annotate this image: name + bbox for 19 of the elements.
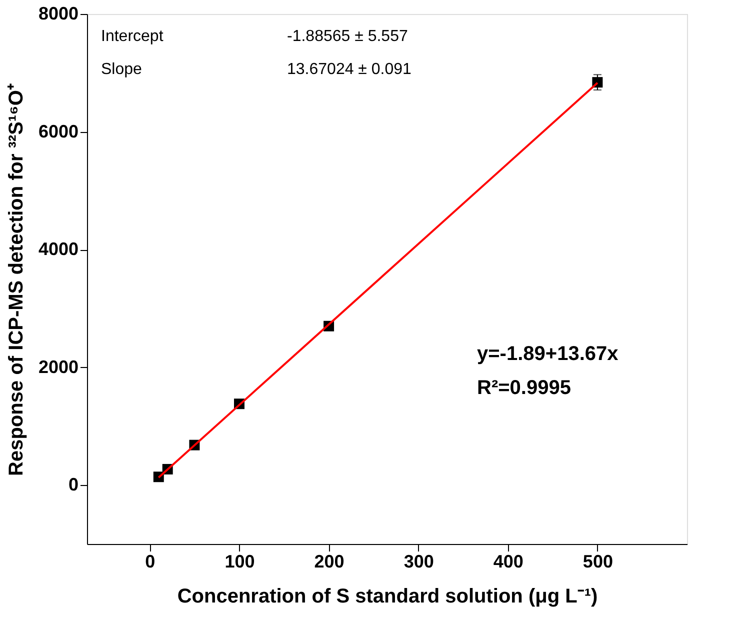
y-tick-label: 8000 bbox=[38, 4, 78, 24]
x-tick-label: 500 bbox=[582, 552, 613, 572]
x-tick-label: 300 bbox=[404, 552, 434, 572]
annotation: -1.88565 ± 5.557 bbox=[287, 28, 408, 45]
y-tick-label: 4000 bbox=[38, 239, 78, 260]
annotation: Slope bbox=[101, 61, 142, 78]
annotation: R²=0.9995 bbox=[477, 377, 571, 399]
x-tick-label: 100 bbox=[224, 552, 255, 572]
y-tick-label: 2000 bbox=[38, 356, 78, 377]
y-tick-label: 0 bbox=[68, 474, 78, 495]
x-tick-label: 400 bbox=[493, 552, 524, 572]
annotation: y=-1.89+13.67x bbox=[477, 343, 618, 365]
x-axis-title: Concenration of S standard solution (μg L⁻¹) bbox=[177, 586, 598, 608]
y-axis-title: Response of ICP-MS detection for ³²S¹⁶O⁺ bbox=[5, 83, 28, 476]
x-tick-label: 200 bbox=[314, 552, 344, 572]
annotation: 13.67024 ± 0.091 bbox=[287, 61, 412, 78]
annotation: Intercept bbox=[101, 28, 164, 45]
y-tick-label: 6000 bbox=[38, 121, 78, 142]
x-tick-label: 0 bbox=[145, 552, 156, 572]
